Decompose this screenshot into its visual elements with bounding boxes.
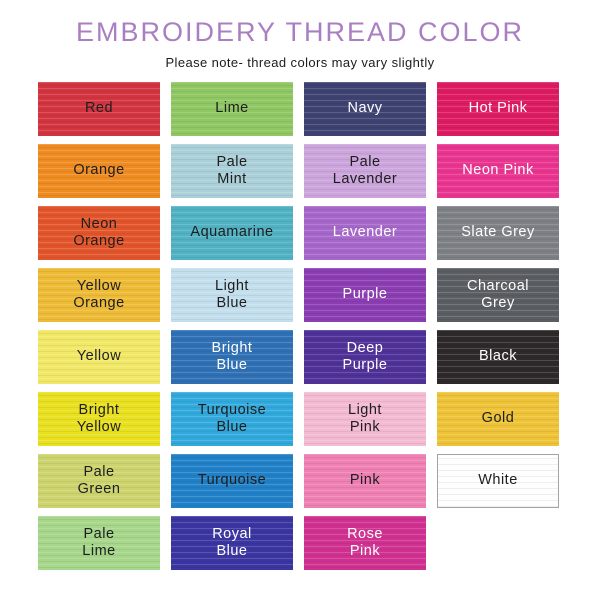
swatch-label: Light Blue [215,277,249,311]
swatch-label: Pale Mint [216,153,248,187]
color-swatch-slate-grey: Slate Grey [437,206,559,260]
swatch-label: Deep Purple [342,339,388,373]
color-swatch-rose-pink: Rose Pink [304,516,426,570]
color-swatch-hot-pink: Hot Pink [437,82,559,136]
color-swatch-neon-orange: Neon Orange [38,206,160,260]
color-swatch-neon-pink: Neon Pink [437,144,559,198]
color-swatch-royal-blue: Royal Blue [171,516,293,570]
color-swatch-bright-blue: Bright Blue [171,330,293,384]
swatch-label: Red [84,100,114,117]
color-swatch-charcoal-grey: Charcoal Grey [437,268,559,322]
color-swatch-purple: Purple [304,268,426,322]
color-swatch-deep-purple: Deep Purple [304,330,426,384]
color-swatch-navy: Navy [304,82,426,136]
page-title: EMBROIDERY THREAD COLOR [75,17,525,47]
swatch-label: Slate Grey [461,224,535,241]
swatch-label: White [478,472,518,489]
swatch-label: Yellow [76,348,122,365]
swatch-label: Rose Pink [347,525,383,559]
swatch-label: Gold [481,410,515,427]
swatch-label: Bright Blue [211,339,253,373]
swatch-label: Charcoal Grey [466,277,530,311]
swatch-label: Light Pink [348,401,382,435]
swatch-label: Pink [349,472,381,489]
swatch-label: Royal Blue [212,525,252,559]
color-swatch-turquoise: Turquoise [171,454,293,508]
color-swatch-yellow: Yellow [38,330,160,384]
color-swatch-lime: Lime [171,82,293,136]
swatch-label: Neon Orange [73,215,125,249]
color-swatch-light-blue: Light Blue [171,268,293,322]
swatch-label: Lavender [332,224,398,241]
swatch-label: Orange [73,162,125,179]
swatch-label: Pale Lavender [332,153,398,187]
swatch-label: Neon Pink [462,162,534,179]
color-swatch-gold: Gold [437,392,559,446]
color-swatch-aquamarine: Aquamarine [171,206,293,260]
color-swatch-pink: Pink [304,454,426,508]
color-swatch-orange: Orange [38,144,160,198]
color-swatch-black: Black [437,330,559,384]
swatch-label: Purple [342,286,388,303]
color-swatch-pale-mint: Pale Mint [171,144,293,198]
color-swatch-turquoise-blue: Turquoise Blue [171,392,293,446]
swatch-label: Black [479,348,517,365]
swatch-label: Hot Pink [468,100,528,117]
swatch-label: Turquoise [197,472,267,489]
swatch-label: Pale Green [77,463,121,497]
swatch-label: Navy [347,100,383,117]
swatch-label: Pale Lime [82,525,116,559]
color-swatch-bright-yellow: Bright Yellow [38,392,160,446]
color-swatch-pale-lime: Pale Lime [38,516,160,570]
swatch-label: Yellow Orange [73,277,125,311]
swatch-label: Turquoise Blue [197,401,267,435]
color-swatch-lavender: Lavender [304,206,426,260]
swatch-label: Lime [215,100,249,117]
color-swatch-yellow-orange: Yellow Orange [38,268,160,322]
swatch-label: Aquamarine [190,224,274,241]
color-swatch-pale-lavender: Pale Lavender [304,144,426,198]
swatch-grid: Red Lime Navy Hot Pink Orange Pale Mint … [38,82,559,570]
color-swatch-light-pink: Light Pink [304,392,426,446]
color-swatch-white: White [437,454,559,508]
color-swatch-red: Red [38,82,160,136]
swatch-label: Bright Yellow [76,401,122,435]
color-swatch-pale-green: Pale Green [38,454,160,508]
page-subtitle: Please note- thread colors may vary slig… [165,55,435,70]
